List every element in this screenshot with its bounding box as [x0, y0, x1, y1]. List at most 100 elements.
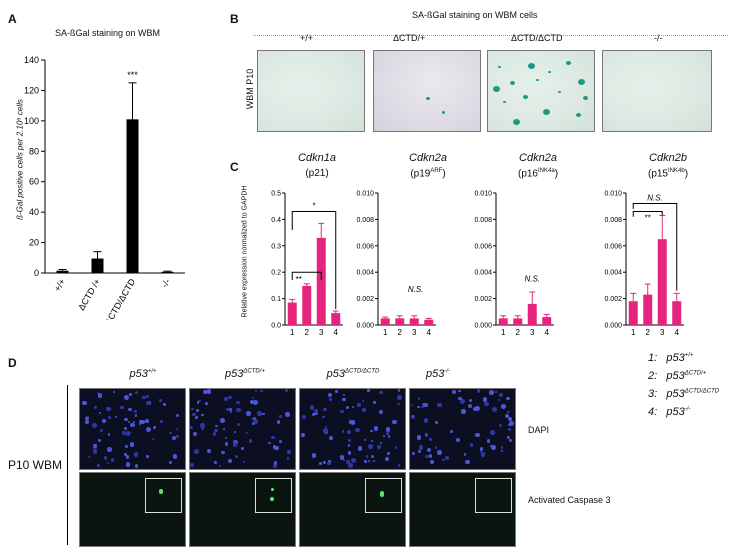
nucleus [93, 406, 97, 410]
nucleus [201, 413, 204, 417]
nucleus [107, 433, 111, 436]
nucleus [434, 446, 437, 449]
nucleus [172, 454, 177, 459]
nucleus [107, 447, 112, 452]
nucleus [489, 430, 495, 436]
nucleus [120, 405, 124, 410]
nucleus [215, 425, 218, 428]
y-tick-label: 0.010 [604, 191, 622, 198]
nucleus [392, 419, 397, 425]
nucleus [341, 397, 346, 402]
nucleus [397, 389, 401, 392]
nucleus [124, 427, 127, 430]
nucleus [251, 421, 255, 426]
nucleus [140, 419, 145, 424]
bracket-double [632, 210, 663, 217]
nucleus [334, 390, 338, 394]
bar [657, 239, 667, 325]
nucleus [286, 449, 292, 455]
stained-cell [583, 96, 588, 100]
nucleus [100, 429, 103, 433]
nucleus [351, 457, 357, 463]
nucleus [169, 432, 172, 435]
nucleus [339, 455, 344, 460]
nucleus [428, 454, 433, 458]
nucleus [248, 439, 253, 443]
y-tick-label: 0 [34, 268, 39, 278]
nucleus [192, 431, 198, 436]
y-tick-label: 100 [24, 116, 39, 126]
nucleus [128, 408, 132, 412]
nucleus [92, 422, 97, 428]
y-tick-label: 0.006 [474, 243, 492, 250]
nucleus [418, 450, 422, 454]
nucleus [458, 396, 462, 401]
nucleus [191, 412, 196, 417]
nucleus [397, 402, 400, 405]
bar [424, 319, 434, 325]
nucleus [251, 396, 255, 399]
y-tick-label: 0.002 [604, 296, 622, 303]
nucleus [484, 402, 489, 407]
nucleus [134, 464, 139, 469]
nucleus [228, 395, 232, 400]
nucleus [373, 401, 376, 404]
nucleus [467, 403, 472, 408]
bar [380, 318, 390, 325]
y-tick-label: 0.004 [604, 270, 622, 277]
nucleus [378, 410, 383, 415]
nucleus [450, 429, 454, 433]
nucleus [276, 420, 280, 424]
nucleus [395, 446, 398, 449]
nucleus [197, 401, 200, 404]
nucleus [159, 399, 162, 402]
x-tick-label: 1 [383, 328, 388, 337]
nucleus [191, 407, 194, 410]
gene-title-3: Cdkn2a [519, 152, 557, 164]
nucleus [260, 390, 263, 393]
nucleus [411, 414, 415, 418]
nucleus [423, 418, 428, 423]
nucleus [371, 455, 375, 459]
inset-box [145, 478, 182, 513]
nucleus [253, 417, 256, 421]
nucleus [348, 420, 353, 424]
y-tick-label: 0.3 [271, 243, 281, 250]
nucleus [311, 453, 317, 458]
y-tick-label: 0.5 [271, 191, 281, 198]
bar [331, 313, 341, 325]
bar [672, 301, 682, 325]
y-tick-label: 0.1 [271, 296, 281, 303]
nucleus [98, 412, 101, 415]
panel-letter-b: B [230, 12, 239, 26]
nucleus [327, 392, 333, 397]
y-tick-label: 0.0 [271, 323, 281, 330]
nucleus [451, 389, 456, 394]
legend-item-1: 1: p53+/+ [648, 352, 694, 364]
nucleus [133, 452, 139, 457]
nucleus [236, 422, 241, 426]
nucleus [272, 463, 278, 469]
inset-box [255, 478, 292, 513]
nucleus [410, 403, 413, 406]
y-tick-label: 0.002 [356, 296, 374, 303]
nucleus [190, 426, 194, 430]
stained-cell [578, 79, 585, 85]
nucleus [255, 389, 258, 392]
nucleus [123, 417, 128, 422]
bar [513, 318, 523, 325]
nucleus [427, 447, 432, 452]
nucleus [175, 413, 179, 417]
nucleus [125, 431, 131, 436]
nucleus [87, 455, 90, 459]
nucleus [367, 459, 371, 463]
bar [56, 270, 69, 273]
nucleus [151, 437, 155, 441]
nucleus [207, 449, 211, 454]
y-tick-label: 120 [24, 85, 39, 95]
nucleus [342, 394, 346, 397]
nucleus [203, 389, 208, 395]
nucleus [130, 422, 135, 428]
panel-d-row-label: P10 WBM [8, 458, 63, 472]
nucleus [506, 435, 511, 440]
